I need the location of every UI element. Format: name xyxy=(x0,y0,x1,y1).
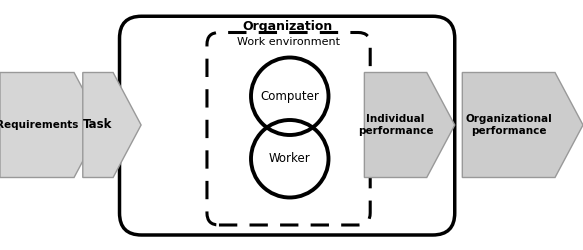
Text: Task: Task xyxy=(83,118,113,132)
Text: Organizational
performance: Organizational performance xyxy=(465,114,552,136)
Text: Requirements: Requirements xyxy=(0,120,78,130)
Polygon shape xyxy=(0,72,102,178)
Text: Organization: Organization xyxy=(242,20,332,33)
Polygon shape xyxy=(462,72,583,178)
FancyBboxPatch shape xyxy=(120,16,455,235)
Text: Worker: Worker xyxy=(269,152,311,165)
Text: Computer: Computer xyxy=(261,90,319,103)
Text: Individual
performance: Individual performance xyxy=(358,114,433,136)
Polygon shape xyxy=(364,72,455,178)
Text: Work environment: Work environment xyxy=(237,36,340,46)
Polygon shape xyxy=(83,72,141,178)
